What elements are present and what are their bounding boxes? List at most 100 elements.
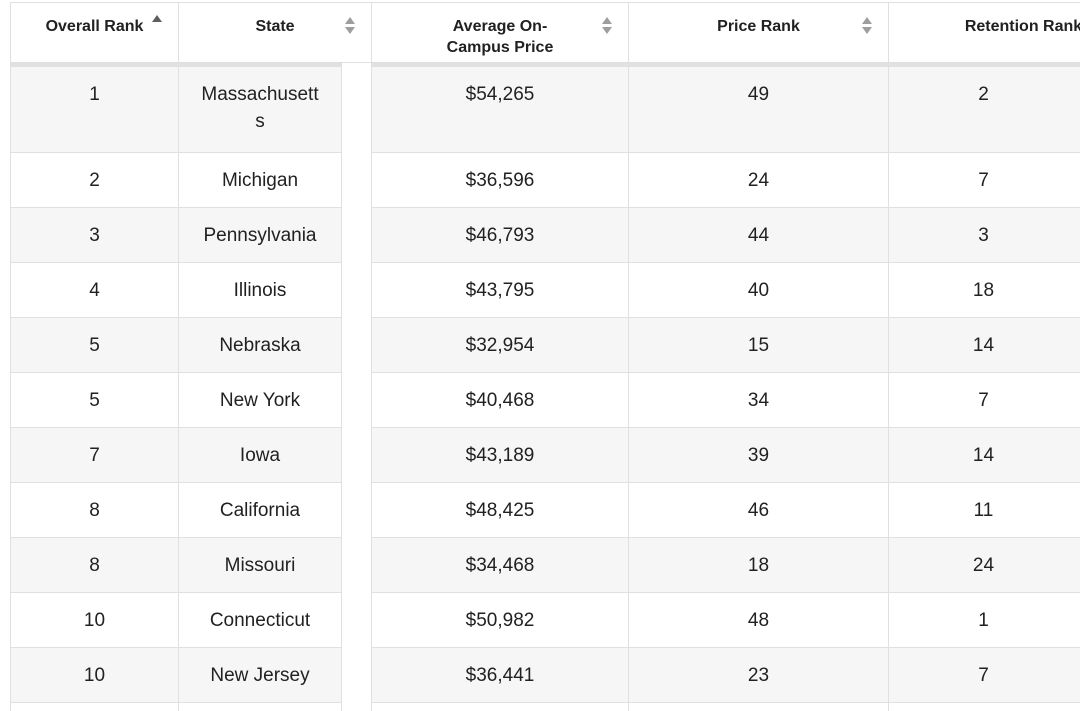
frozen-column-gap [342,538,372,593]
price-rank-cell: 15 [629,318,889,373]
column-header-overall-rank[interactable]: Overall Rank [11,3,179,63]
state-cell: Connecticut [179,593,342,648]
overall-rank-cell: 10 [11,593,179,648]
table-row: 8 Missouri $34,468 18 24 [11,538,1080,593]
table-body: 1 Massachusetts $54,265 49 2 2 Michigan … [11,63,1080,711]
overall-rank-cell: 8 [11,483,179,538]
avg-price-cell: $48,425 [372,483,629,538]
avg-price-cell: $50,982 [372,593,629,648]
retention-rank-cell: 14 [889,428,1080,483]
column-header-label: Overall Rank [45,18,144,35]
column-header-state[interactable]: State [179,3,372,63]
table-row: 10 Connecticut $50,982 48 1 [11,593,1080,648]
price-rank-cell: 18 [629,538,889,593]
column-header-label: State [255,18,295,35]
column-header-label: Price Rank [717,18,800,35]
column-header-average-on-campus-price[interactable]: Average On-Campus Price [372,3,629,63]
state-cell: Iowa [179,428,342,483]
retention-rank-cell: 14 [889,318,1080,373]
price-rank-cell: 34 [629,373,889,428]
overall-rank-cell [11,703,179,711]
column-header-label: Retention Rank [964,18,1080,35]
avg-price-cell: $36,441 [372,648,629,703]
state-cell: New Jersey [179,648,342,703]
overall-rank-cell: 4 [11,263,179,318]
table-row: 2 Michigan $36,596 24 7 [11,153,1080,208]
price-rank-cell: 40 [629,263,889,318]
overall-rank-cell: 2 [11,153,179,208]
retention-rank-cell: 2 [889,63,1080,153]
table-row: 7 Iowa $43,189 39 14 [11,428,1080,483]
table-row: 10 New Jersey $36,441 23 7 [11,648,1080,703]
avg-price-cell: $43,189 [372,428,629,483]
retention-rank-cell: 7 [889,153,1080,208]
column-header-retention-rank[interactable]: Retention Rank [889,3,1080,63]
retention-rank-cell: 18 [889,263,1080,318]
state-cell: California [179,483,342,538]
retention-rank-cell [889,703,1080,711]
retention-rank-cell: 11 [889,483,1080,538]
price-rank-cell: 48 [629,593,889,648]
state-cell: Massachusetts [179,63,342,153]
price-rank-cell: 23 [629,648,889,703]
frozen-column-gap [342,63,372,153]
table-row: 5 Nebraska $32,954 15 14 [11,318,1080,373]
frozen-column-gap [342,428,372,483]
overall-rank-cell: 5 [11,318,179,373]
frozen-column-gap [342,263,372,318]
frozen-column-gap [342,153,372,208]
price-rank-cell: 39 [629,428,889,483]
table-row: 3 Pennsylvania $46,793 44 3 [11,208,1080,263]
overall-rank-cell: 7 [11,428,179,483]
frozen-column-gap [342,373,372,428]
table-header-row: Overall Rank State Average On-Campus Pri… [11,3,1080,63]
overall-rank-cell: 5 [11,373,179,428]
state-cell [179,703,342,711]
price-rank-cell: 24 [629,153,889,208]
overall-rank-cell: 1 [11,63,179,153]
frozen-column-gap [342,703,372,711]
column-header-price-rank[interactable]: Price Rank [629,3,889,63]
state-cell: New York [179,373,342,428]
state-cell: Michigan [179,153,342,208]
state-cell: Missouri [179,538,342,593]
price-rank-cell: 46 [629,483,889,538]
price-rank-cell [629,703,889,711]
table-row: 5 New York $40,468 34 7 [11,373,1080,428]
avg-price-cell: $54,265 [372,63,629,153]
table-row: 8 California $48,425 46 11 [11,483,1080,538]
price-rank-cell: 44 [629,208,889,263]
retention-rank-cell: 1 [889,593,1080,648]
avg-price-cell [372,703,629,711]
retention-rank-cell: 24 [889,538,1080,593]
sort-both-icon [345,17,355,34]
price-rank-cell: 49 [629,63,889,153]
sort-both-icon [602,17,612,34]
frozen-column-gap [342,208,372,263]
avg-price-cell: $36,596 [372,153,629,208]
frozen-column-gap [342,593,372,648]
sort-ascending-icon [152,15,162,22]
overall-rank-cell: 8 [11,538,179,593]
table-row: 4 Illinois $43,795 40 18 [11,263,1080,318]
state-cell: Illinois [179,263,342,318]
retention-rank-cell: 3 [889,208,1080,263]
state-rankings-table: Overall Rank State Average On-Campus Pri… [10,2,1080,711]
avg-price-cell: $43,795 [372,263,629,318]
avg-price-cell: $34,468 [372,538,629,593]
avg-price-cell: $46,793 [372,208,629,263]
frozen-column-gap [342,483,372,538]
overall-rank-cell: 3 [11,208,179,263]
column-header-label: Average On-Campus Price [446,18,554,56]
overall-rank-cell: 10 [11,648,179,703]
frozen-column-gap [342,648,372,703]
state-cell: Pennsylvania [179,208,342,263]
frozen-column-gap [342,318,372,373]
avg-price-cell: $40,468 [372,373,629,428]
retention-rank-cell: 7 [889,648,1080,703]
state-cell: Nebraska [179,318,342,373]
retention-rank-cell: 7 [889,373,1080,428]
avg-price-cell: $32,954 [372,318,629,373]
sort-both-icon [862,17,872,34]
